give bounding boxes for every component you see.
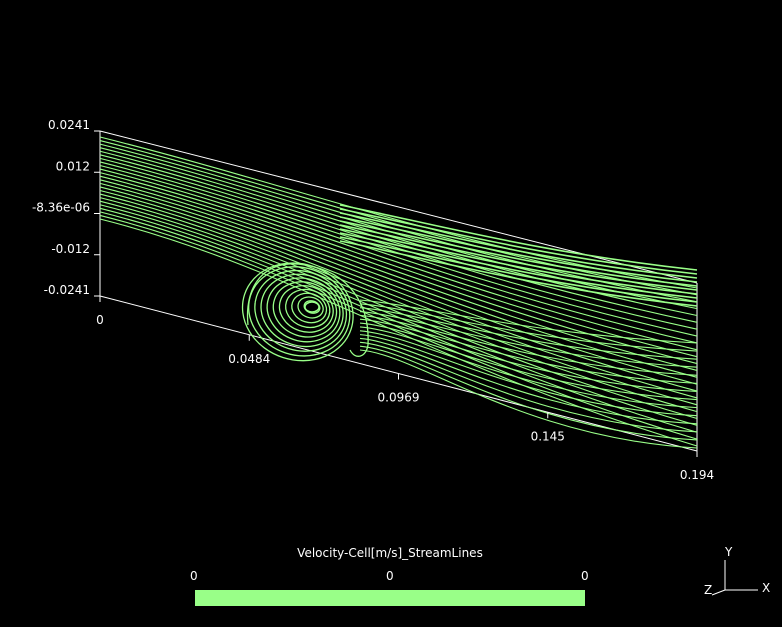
y-tick-label: 0.0241	[48, 118, 90, 132]
legend-label-max: 0	[581, 569, 589, 583]
x-tick-label: 0.0969	[378, 391, 420, 405]
vortex-outer-loop	[246, 263, 369, 357]
vortex-ring	[254, 269, 348, 352]
streamline	[359, 337, 698, 425]
streamline	[359, 322, 698, 393]
streamline	[359, 341, 698, 433]
x-tick-label: 0	[96, 313, 104, 327]
orient-z-axis	[711, 589, 726, 596]
streamline	[359, 349, 698, 449]
x-tick-label: 0.145	[531, 429, 565, 443]
streamline	[99, 140, 698, 296]
streamline	[359, 326, 698, 401]
vortex-group	[241, 262, 369, 362]
x-tick-label: 0.194	[680, 468, 714, 482]
x-tick-labels: 0 0.0484 0.0969 0.145 0.194	[96, 296, 714, 482]
streamline-dense	[339, 228, 698, 295]
orient-y-label: Y	[724, 545, 733, 559]
vortex-core	[304, 301, 320, 313]
streamline	[359, 334, 698, 417]
vortex-ring	[291, 292, 328, 324]
streamline-dense	[339, 216, 698, 283]
orient-x-label: X	[762, 581, 770, 595]
legend-color-bar	[195, 590, 585, 606]
streamline	[99, 164, 698, 344]
streamline	[359, 310, 698, 368]
streamline	[99, 147, 698, 310]
streamline	[99, 175, 698, 365]
streamline	[99, 179, 698, 371]
orient-z-label: Z	[704, 583, 712, 597]
y-tick-label: -0.012	[51, 242, 90, 256]
streamlines-group	[99, 136, 698, 449]
streamline	[359, 330, 698, 409]
streamline	[99, 211, 698, 433]
streamline	[359, 314, 698, 376]
streamline-dense	[339, 232, 698, 299]
streamline	[99, 189, 698, 392]
legend-title: Velocity-Cell[m/s]_StreamLines	[297, 546, 483, 560]
y-tick-labels: 0.0241 0.012 -8.36e-06 -0.012 -0.0241	[32, 118, 100, 297]
streamline	[359, 307, 698, 360]
vortex-ring	[285, 288, 331, 329]
streamline	[99, 182, 698, 378]
streamline-dense	[339, 240, 698, 307]
streamline-dense	[339, 204, 698, 271]
streamline	[99, 214, 698, 440]
legend-label-mid: 0	[386, 569, 394, 583]
x-tick-label: 0.0484	[228, 352, 270, 366]
vortex-ring	[303, 300, 321, 314]
streamline	[99, 161, 698, 337]
vortex-ring	[266, 277, 341, 343]
y-tick-label: -0.0241	[44, 283, 90, 297]
orientation-axes: Y X Z	[704, 545, 770, 597]
streamline-dense	[339, 224, 698, 291]
streamline	[359, 303, 698, 352]
streamline	[99, 197, 698, 406]
streamline	[99, 172, 698, 358]
streamline	[359, 299, 698, 344]
vortex-ring	[278, 285, 334, 333]
streamline	[99, 186, 698, 385]
y-tick-label: -8.36e-06	[32, 201, 90, 215]
streamline	[99, 193, 698, 399]
vortex-ring	[297, 296, 324, 319]
streamline	[99, 168, 698, 351]
top-edge-line	[99, 130, 698, 284]
y-tick-label: 0.012	[56, 159, 90, 173]
streamline	[359, 318, 698, 384]
streamline-dense	[339, 220, 698, 287]
vortex-ring	[272, 281, 338, 338]
streamline	[99, 207, 698, 426]
legend-label-min: 0	[190, 569, 198, 583]
vortex-ring	[260, 273, 344, 348]
streamline-dense	[339, 212, 698, 279]
streamline-dense	[339, 236, 698, 303]
streamline-dense	[339, 208, 698, 275]
streamline	[359, 345, 698, 441]
